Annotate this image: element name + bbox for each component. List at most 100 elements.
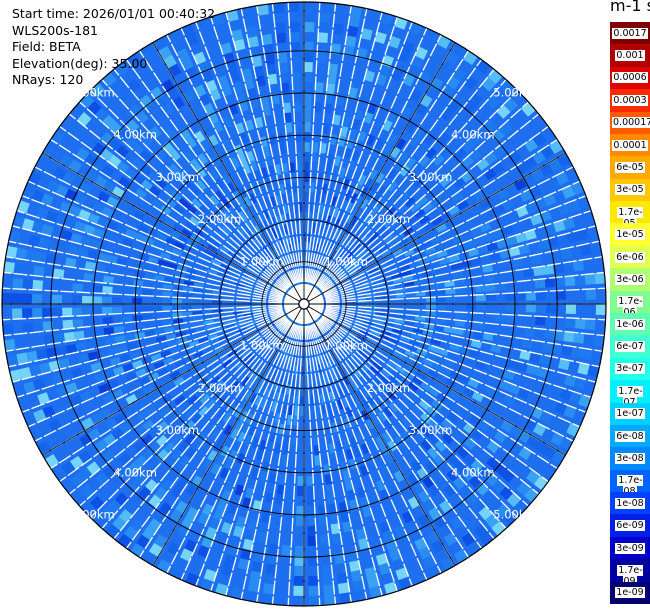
range-gate xyxy=(185,136,197,149)
range-label: 2.00km xyxy=(367,212,410,226)
range-gate xyxy=(238,187,247,199)
range-gate xyxy=(523,267,535,278)
range-gate xyxy=(587,364,600,378)
range-gate xyxy=(333,267,343,276)
range-gate xyxy=(397,237,409,247)
range-gate xyxy=(399,335,411,343)
range-gate xyxy=(92,142,106,156)
range-gate xyxy=(336,271,346,279)
range-gate xyxy=(332,23,344,35)
range-gate xyxy=(330,43,341,55)
range-gate xyxy=(343,45,355,57)
range-gate xyxy=(595,304,606,316)
range-gate xyxy=(326,83,336,95)
range-gate xyxy=(361,224,372,235)
range-gate xyxy=(250,271,260,278)
range-gate xyxy=(94,438,109,453)
range-gate xyxy=(260,167,268,179)
range-gate xyxy=(139,134,153,148)
ray-gap xyxy=(306,308,470,558)
range-gate xyxy=(222,210,233,221)
range-gate xyxy=(100,131,115,146)
range-gate xyxy=(241,422,251,434)
range-gate xyxy=(128,477,143,492)
range-gate xyxy=(579,243,592,256)
range-gate xyxy=(307,232,311,243)
range-gate xyxy=(216,407,227,419)
range-gate xyxy=(397,151,409,164)
range-gate xyxy=(210,428,222,440)
range-gate xyxy=(443,358,456,368)
range-gate xyxy=(451,191,464,203)
range-gate xyxy=(232,290,244,295)
range-gate xyxy=(219,263,231,271)
range-gate xyxy=(247,325,258,333)
range-gate xyxy=(279,372,286,384)
range-gate xyxy=(122,315,133,324)
range-gate xyxy=(208,195,220,206)
range-label: 4.00km xyxy=(451,128,494,142)
range-gate xyxy=(365,310,376,315)
ray-gap xyxy=(113,68,301,300)
range-gate xyxy=(346,237,355,248)
range-gate xyxy=(573,376,587,390)
range-gate xyxy=(293,415,299,426)
ray-gap xyxy=(5,304,299,352)
range-gate xyxy=(387,181,398,193)
range-gate xyxy=(584,273,596,285)
range-gate xyxy=(223,284,235,290)
range-gate xyxy=(378,562,392,576)
range-gate xyxy=(225,323,236,330)
range-gate xyxy=(482,264,494,273)
range-gate xyxy=(369,146,380,159)
range-gate xyxy=(213,347,225,355)
range-gate xyxy=(43,334,56,345)
range-gate xyxy=(391,327,403,334)
range-gate xyxy=(578,394,592,408)
range-gate xyxy=(420,439,433,452)
range-gate xyxy=(179,455,192,468)
range-gate xyxy=(535,316,546,326)
range-gate xyxy=(525,201,538,214)
range-gate xyxy=(398,576,413,590)
range-gate xyxy=(326,402,333,414)
range-gate xyxy=(241,265,252,273)
range-gate xyxy=(267,553,278,565)
range-gate xyxy=(278,225,285,236)
range-gate xyxy=(137,223,150,235)
range-gate xyxy=(326,226,333,237)
range-gate xyxy=(330,369,338,381)
range-gate xyxy=(375,172,385,184)
range-gate xyxy=(403,280,415,287)
range-gate xyxy=(22,293,33,304)
range-gate xyxy=(210,463,222,476)
range-gate xyxy=(247,519,258,531)
range-gate xyxy=(86,461,101,476)
range-gate xyxy=(176,477,189,491)
range-gate xyxy=(271,401,278,413)
range-gate xyxy=(296,152,302,163)
range-gate xyxy=(541,341,553,353)
range-gate xyxy=(337,342,346,352)
range-gate xyxy=(233,38,246,51)
colorbar-tick-label: 0.0001 xyxy=(612,139,648,151)
range-gate xyxy=(437,347,449,357)
range-gate xyxy=(258,200,266,211)
range-gate xyxy=(253,551,265,563)
range-gate xyxy=(92,296,103,304)
range-gate xyxy=(274,391,281,403)
range-gate xyxy=(368,333,379,341)
range-gate xyxy=(387,359,398,369)
range-gate xyxy=(427,432,440,445)
range-gate xyxy=(196,356,208,365)
range-gate xyxy=(394,525,407,538)
range-gate xyxy=(360,28,373,41)
range-gate xyxy=(452,476,466,490)
ray-gap xyxy=(307,59,483,300)
ray-gap xyxy=(304,309,383,596)
range-gate xyxy=(95,472,110,487)
range-gate xyxy=(168,163,181,176)
range-gate xyxy=(265,492,274,504)
range-gate xyxy=(219,42,233,55)
range-gate xyxy=(346,267,356,275)
